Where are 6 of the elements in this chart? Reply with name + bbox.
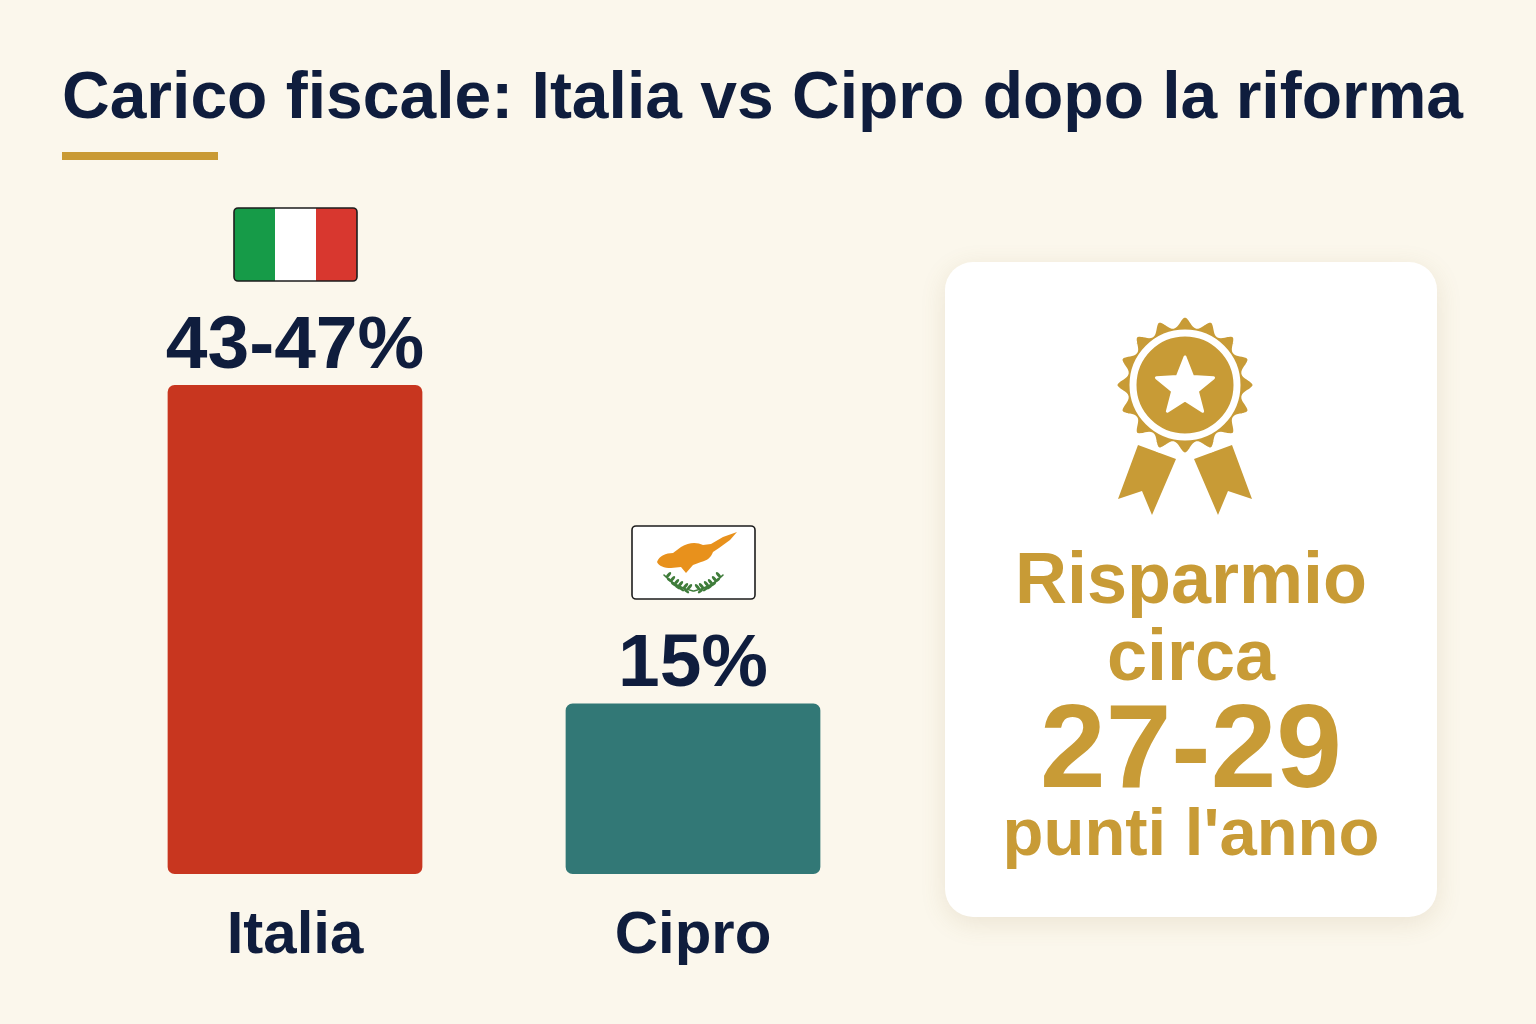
data-label: 43-47%	[165, 300, 425, 384]
data-label: 15%	[617, 618, 769, 703]
chart-title: Carico fiscale: Italia vs Cipro dopo la riforma	[62, 58, 1464, 132]
x-tick-label: Italia	[226, 898, 364, 966]
x-tick-label: Cipro	[614, 898, 772, 966]
text: Risparmio circa	[1013, 538, 1369, 695]
